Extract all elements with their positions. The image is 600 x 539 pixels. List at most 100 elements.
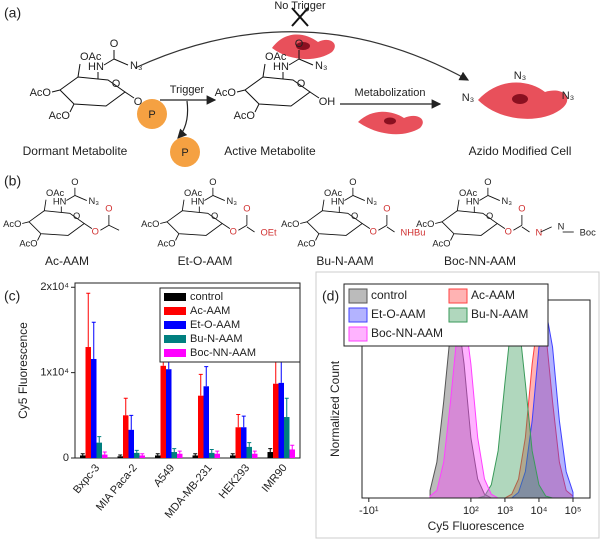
bar <box>171 452 177 458</box>
error-bar <box>91 321 96 359</box>
legend-label: Ac-AAM <box>471 288 515 302</box>
x-tick-label: 10³ <box>497 505 513 517</box>
x-tick-label: 10⁴ <box>530 505 547 517</box>
bond <box>352 195 365 201</box>
bar <box>252 453 258 458</box>
bar <box>80 455 86 458</box>
bar <box>91 358 97 458</box>
atom: AcO <box>19 238 37 248</box>
panel-label: (c) <box>4 288 20 304</box>
atom: O <box>295 38 304 50</box>
bar <box>241 427 247 458</box>
atom: N <box>558 221 565 231</box>
bond <box>540 226 552 233</box>
bar <box>235 427 241 458</box>
phosphate <box>170 137 200 167</box>
atom: N₃ <box>227 196 238 206</box>
bond <box>300 221 308 224</box>
bond <box>69 103 75 113</box>
atom: AcO <box>281 219 299 229</box>
bar <box>128 429 134 458</box>
compound-structure: O OAc AcO AcO HN O N₃ O O N N Boc <box>416 177 596 248</box>
x-tick-label: 10⁵ <box>565 505 582 517</box>
error-bar <box>102 451 107 455</box>
error-bar <box>134 449 139 453</box>
error-bar <box>129 414 134 430</box>
atom: Boc <box>580 227 596 237</box>
bond <box>181 199 185 211</box>
bar <box>160 365 166 458</box>
atom: N₃ <box>367 196 378 206</box>
legend-label: Boc-NN-AAM <box>371 326 443 340</box>
phosphate <box>137 99 167 129</box>
error-bar <box>268 448 273 453</box>
phosphate-label: P <box>181 147 188 159</box>
atom: O <box>351 211 358 221</box>
atom: AcO <box>432 238 450 248</box>
atom: AcO <box>49 110 71 122</box>
atom: OAc <box>184 188 203 198</box>
bond <box>298 58 314 66</box>
legend-swatch <box>164 349 186 357</box>
bond <box>487 195 500 201</box>
legend-swatch <box>164 293 186 301</box>
phosphate-label: P <box>148 109 155 121</box>
bond <box>254 103 260 113</box>
atom: O <box>211 211 218 221</box>
atom: OAc <box>46 188 65 198</box>
atom: N <box>536 227 543 237</box>
error-bar <box>123 397 128 416</box>
legend-label: control <box>190 291 223 303</box>
bond <box>84 223 93 229</box>
azide-label: N₃ <box>562 90 574 102</box>
panel-d-frame <box>315 271 600 539</box>
bar <box>289 449 295 458</box>
bond <box>124 91 135 99</box>
bond <box>113 58 129 66</box>
bond <box>43 199 47 211</box>
bond <box>315 233 320 241</box>
scheme-label: Azido Modified Cell <box>469 144 572 158</box>
panel-label: (d) <box>322 288 339 304</box>
compound-structure: O OAc AcO AcO HN O N₃ O O NHBu <box>281 177 425 248</box>
error-bar <box>140 453 145 456</box>
cell-nucleus <box>384 117 396 125</box>
error-bar <box>204 366 209 387</box>
atom: AcO <box>416 219 434 229</box>
atom: O <box>297 78 306 90</box>
bond <box>362 223 371 229</box>
legend-label: control <box>371 288 407 302</box>
error-bar <box>118 454 123 457</box>
legend-label: Et-O-AAM <box>371 307 426 321</box>
x-tick-label: -10¹ <box>359 505 379 517</box>
bar <box>192 455 198 458</box>
x-tick-label: 10² <box>463 505 479 517</box>
scheme-label: Active Metabolite <box>224 144 316 158</box>
legend-label: Boc-NN-AAM <box>190 347 256 359</box>
bar <box>246 446 252 458</box>
x-tick-label: IMR90 <box>260 462 290 495</box>
bond <box>344 195 354 201</box>
azide-label: N₃ <box>514 70 526 82</box>
atom: N₃ <box>130 60 142 72</box>
bond <box>521 226 530 233</box>
y-tick-label: 0 <box>63 452 69 464</box>
bar <box>134 452 140 458</box>
atom: O <box>349 177 356 187</box>
bar <box>139 455 145 458</box>
dormant-structure: O OAc AcO AcO HN O N₃ O <box>30 38 143 122</box>
bond <box>513 224 523 231</box>
bar <box>177 453 183 458</box>
atom: AcO <box>141 219 159 229</box>
atom: AcO <box>157 238 175 248</box>
atom: HN <box>331 197 345 207</box>
x-axis-label: Cy5 Fluorescence <box>428 519 525 533</box>
bond <box>309 91 320 99</box>
legend-swatch <box>448 307 468 323</box>
bar <box>267 452 273 458</box>
atom: O <box>505 226 512 236</box>
error-bar <box>193 453 198 456</box>
cell-nucleus <box>296 42 310 50</box>
bond <box>246 226 255 233</box>
